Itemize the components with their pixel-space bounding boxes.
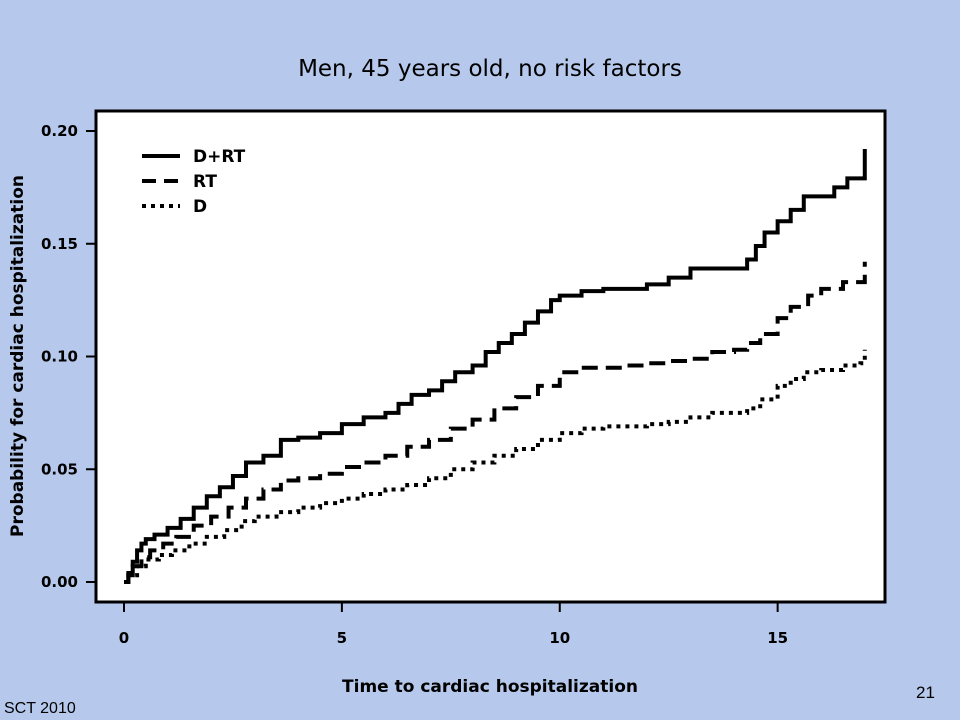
- x-tick-label: 0: [119, 629, 129, 647]
- series-line-d: [124, 349, 867, 584]
- y-tick-label: 0.00: [41, 573, 78, 591]
- x-tick-label: 15: [767, 629, 788, 647]
- series-group: [124, 149, 867, 584]
- x-axis: 0 5 10 15: [119, 602, 788, 647]
- legend-label: RT: [193, 172, 217, 192]
- legend-label: D: [193, 197, 207, 217]
- page-number: 21: [916, 683, 935, 702]
- legend: D+RT RT D: [142, 147, 246, 217]
- y-axis-label: Probability for cardiac hospitalization: [8, 175, 28, 537]
- x-tick-label: 5: [337, 629, 347, 647]
- series-line-rt: [124, 261, 867, 584]
- y-axis: 0.00 0.05 0.10 0.15 0.20: [41, 122, 96, 591]
- legend-label: D+RT: [193, 147, 246, 167]
- x-axis-label: Time to cardiac hospitalization: [342, 677, 638, 697]
- y-tick-label: 0.20: [41, 122, 78, 140]
- chart-title: Men, 45 years old, no risk factors: [298, 56, 682, 82]
- footer-label: SCT 2010: [4, 700, 76, 717]
- y-tick-label: 0.05: [41, 460, 78, 478]
- x-tick-label: 10: [549, 629, 570, 647]
- plot-area: [94, 109, 887, 604]
- y-tick-label: 0.15: [41, 235, 78, 253]
- y-tick-label: 0.10: [41, 348, 78, 366]
- series-line-d-rt: [124, 149, 867, 584]
